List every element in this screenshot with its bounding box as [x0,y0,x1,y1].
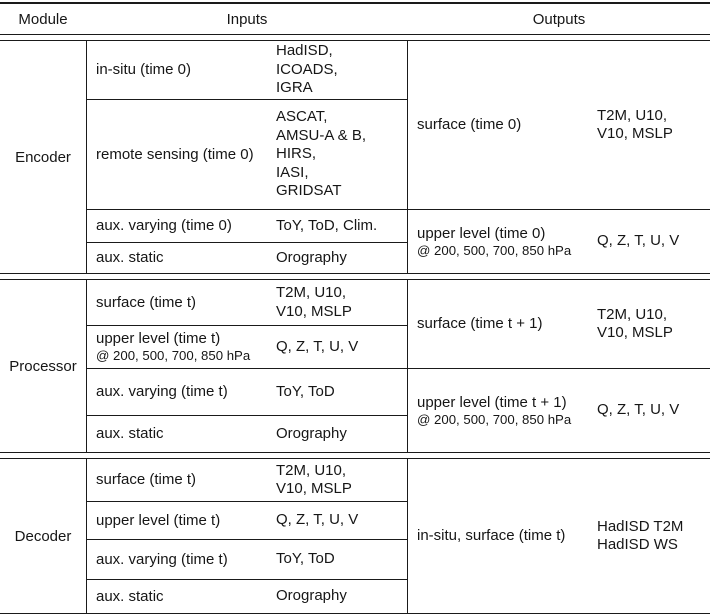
input-row: aux. varying (time t) ToY, ToD [87,540,407,580]
output-label-sub: @ 200, 500, 700, 850 hPa [417,242,572,258]
output-label-main: upper level (time t + 1) [417,393,567,411]
input-values: Orography [276,587,347,605]
output-label: upper level (time t + 1) @ 200, 500, 700… [408,394,597,428]
output-cell: in-situ, surface (time t) HadISD T2M Had… [408,459,710,613]
input-label: aux. static [96,425,164,442]
processor-outputs-column: surface (time t + 1) T2M, U10, V10, MSLP… [408,280,710,452]
input-values: T2M, U10, V10, MSLP [276,461,352,498]
output-label: surface (time t + 1) [417,315,543,332]
output-label-main: upper level (time 0) [417,224,546,242]
header-rule [0,34,710,41]
header-module: Module [18,10,68,28]
input-row: upper level (time t) Q, Z, T, U, V [87,502,407,540]
section-decoder: Decoder surface (time t) T2M, U10, V10, … [0,459,710,613]
output-label: upper level (time 0) @ 200, 500, 700, 85… [408,225,597,259]
module-label-decoder: Decoder [14,527,72,545]
input-label: remote sensing (time 0) [96,145,254,163]
output-values: HadISD T2M HadISD WS [597,517,684,554]
input-label: aux. varying (time 0) [96,217,232,234]
top-rule [0,2,710,4]
output-values: T2M, U10, V10, MSLP [597,305,673,342]
output-cell: surface (time 0) T2M, U10, V10, MSLP [408,41,710,210]
input-row: remote sensing (time 0) ASCAT, AMSU-A & … [87,100,407,210]
header-outputs: Outputs [532,10,586,28]
input-label: aux. varying (time t) [96,550,228,568]
output-cell: upper level (time 0) @ 200, 500, 700, 85… [408,210,710,273]
input-label-sub: @ 200, 500, 700, 850 hPa [96,348,251,363]
input-values: ToY, ToD [276,382,335,400]
input-label: in-situ (time 0) [96,61,192,78]
encoder-outputs-column: surface (time 0) T2M, U10, V10, MSLP upp… [408,41,710,273]
decoder-outputs-column: in-situ, surface (time t) HadISD T2M Had… [408,459,710,613]
output-label-sub: @ 200, 500, 700, 850 hPa [417,411,572,427]
input-label: aux. static [96,587,164,605]
encoder-inputs-column: in-situ (time 0) HadISD, ICOADS, IGRA re… [86,41,408,273]
input-label: surface (time t) [96,471,197,488]
input-label: aux. varying (time t) [96,383,228,400]
output-label: surface (time 0) [417,116,522,133]
input-label: surface (time t) [96,293,197,311]
input-row: in-situ (time 0) HadISD, ICOADS, IGRA [87,41,407,100]
output-cell: surface (time t + 1) T2M, U10, V10, MSLP [408,280,710,369]
input-values: ToY, ToD [276,550,335,568]
input-row: aux. static Orography [87,580,407,613]
input-label: upper level (time t) @ 200, 500, 700, 85… [87,330,276,364]
output-values: Q, Z, T, U, V [597,232,680,250]
header-inputs: Inputs [226,10,268,28]
section-divider [0,452,710,459]
decoder-inputs-column: surface (time t) T2M, U10, V10, MSLP upp… [86,459,408,613]
input-values: T2M, U10, V10, MSLP [276,284,352,320]
input-values: ASCAT, AMSU-A & B, HIRS, IASI, GRIDSAT [276,108,367,200]
input-row: aux. varying (time 0) ToY, ToD, Clim. [87,210,407,243]
processor-inputs-column: surface (time t) T2M, U10, V10, MSLP upp… [86,280,408,452]
output-cell: upper level (time t + 1) @ 200, 500, 700… [408,369,710,452]
input-row: aux. static Orography [87,243,407,273]
output-values: T2M, U10, V10, MSLP [597,106,673,143]
section-encoder: Encoder in-situ (time 0) HadISD, ICOADS,… [0,41,710,273]
output-values: Q, Z, T, U, V [597,401,680,419]
input-values: ToY, ToD, Clim. [276,216,378,234]
input-label: upper level (time t) [96,511,221,529]
input-label-main: upper level (time t) [96,330,221,347]
module-label-encoder: Encoder [15,148,71,166]
input-values: Orography [276,424,347,442]
input-label: aux. static [96,249,164,266]
section-divider [0,273,710,280]
output-label: in-situ, surface (time t) [417,527,566,544]
input-row: aux. varying (time t) ToY, ToD [87,369,407,416]
header-row: Module Inputs Outputs [0,4,710,34]
input-values: HadISD, ICOADS, IGRA [276,42,338,97]
input-row: aux. static Orography [87,416,407,452]
input-values: Q, Z, T, U, V [276,337,359,355]
input-values: Q, Z, T, U, V [276,511,359,529]
input-row: upper level (time t) @ 200, 500, 700, 85… [87,326,407,369]
module-label-processor: Processor [9,357,77,375]
input-row: surface (time t) T2M, U10, V10, MSLP [87,280,407,326]
section-processor: Processor surface (time t) T2M, U10, V10… [0,280,710,452]
input-values: Orography [276,248,347,266]
input-row: surface (time t) T2M, U10, V10, MSLP [87,459,407,502]
